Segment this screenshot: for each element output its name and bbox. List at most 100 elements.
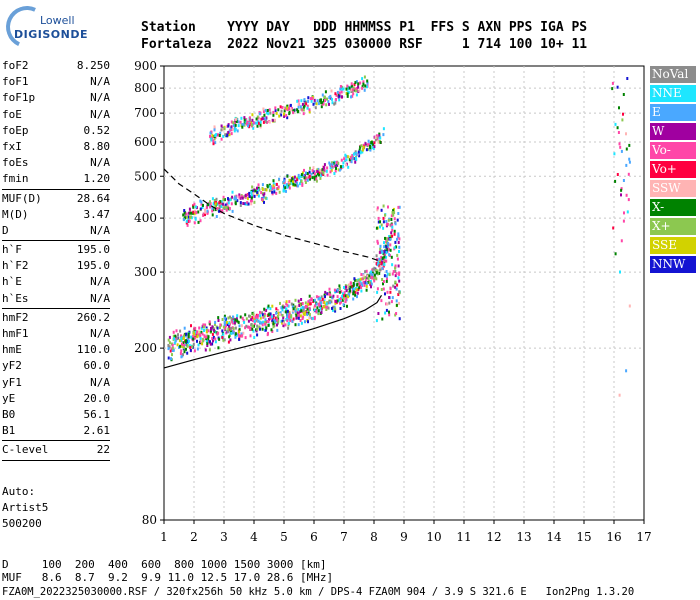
echo-point: [386, 302, 389, 306]
echo-point: [250, 196, 253, 200]
param-row: foEs N/A: [2, 155, 110, 171]
echo-point: [262, 320, 265, 324]
echo-point: [391, 228, 394, 232]
echo-point: [243, 118, 246, 122]
echo-point: [264, 188, 267, 192]
echo-point: [365, 288, 368, 292]
echo-point: [398, 237, 401, 241]
legend-item: Vo+: [650, 161, 696, 178]
echo-point: [186, 351, 189, 355]
echo-point: [358, 154, 361, 158]
echo-point: [385, 274, 388, 278]
echo-point: [319, 299, 322, 303]
echo-point: [312, 166, 315, 170]
echo-point: [364, 279, 367, 283]
echo-point: [373, 279, 376, 283]
legend-item: W: [650, 123, 696, 140]
echo-point: [361, 150, 364, 154]
echo-point: [171, 343, 174, 347]
echo-point: [212, 339, 214, 343]
echo-point: [230, 125, 233, 129]
param-value: 260.2: [76, 310, 110, 324]
echo-point: [375, 262, 378, 266]
echo-point: [314, 106, 317, 110]
echo-point: [382, 133, 385, 137]
echo-point: [248, 325, 251, 329]
echo-point: [317, 312, 320, 316]
echo-point: [261, 327, 264, 331]
echo-point: [181, 344, 184, 348]
echo-point: [218, 201, 221, 205]
echo-point: [241, 196, 244, 200]
echo-point: [614, 122, 617, 126]
echo-point: [185, 221, 188, 225]
echo-point: [171, 353, 173, 357]
echo-point: [197, 220, 200, 224]
echo-point: [379, 220, 381, 224]
x-tick-label: 8: [370, 530, 378, 544]
echo-point: [222, 325, 225, 329]
echo-point: [206, 344, 209, 347]
param-row: yE 20.0: [2, 391, 110, 407]
echo-point: [224, 203, 227, 207]
echo-point: [343, 291, 346, 295]
echo-point: [262, 315, 265, 319]
echo-point: [200, 202, 203, 206]
echo-point: [308, 174, 311, 178]
echo-point: [307, 311, 310, 315]
echo-point: [375, 134, 378, 138]
echo-point: [303, 100, 306, 104]
echo-point: [251, 118, 254, 122]
echo-point: [360, 286, 363, 289]
echo-point: [363, 281, 366, 284]
echo-point: [297, 102, 300, 106]
echo-point: [340, 296, 342, 300]
echo-point: [356, 279, 358, 282]
echo-point: [284, 107, 287, 111]
x-tick-label: 13: [516, 530, 531, 544]
echo-point: [234, 332, 237, 336]
echo-point: [218, 204, 221, 208]
param-value: 28.64: [76, 191, 110, 205]
echo-point: [300, 179, 303, 183]
echo-point: [266, 306, 269, 310]
echo-point: [358, 148, 361, 152]
echo-point: [266, 109, 269, 112]
echo-point: [389, 234, 392, 238]
echo-point: [205, 330, 208, 334]
digisonde-logo: Lowell DIGISONDE: [0, 0, 87, 54]
echo-point: [253, 322, 256, 326]
echo-point: [294, 309, 297, 313]
echo-point: [258, 112, 261, 116]
param-value: N/A: [90, 156, 110, 170]
param-row: B1 2.61: [2, 423, 110, 439]
echo-point: [371, 268, 374, 272]
echo-point: [332, 161, 335, 165]
echo-point: [376, 241, 379, 245]
echo-point: [271, 118, 274, 122]
echo-point: [211, 206, 214, 210]
echo-point: [169, 349, 172, 353]
echo-point: [278, 190, 281, 194]
echo-point: [611, 87, 614, 91]
echo-point: [253, 319, 256, 323]
echo-point: [239, 201, 242, 205]
x-tick-label: 17: [636, 530, 651, 544]
echo-point: [350, 95, 352, 99]
echo-point: [226, 206, 229, 209]
echo-point: [213, 137, 216, 141]
echo-point: [338, 98, 341, 102]
echo-point: [383, 250, 385, 254]
echo-point: [364, 275, 367, 279]
echo-point: [238, 193, 241, 197]
echo-point: [317, 295, 320, 299]
echo-point: [185, 332, 188, 336]
echo-point: [259, 320, 262, 324]
param-name: D: [2, 223, 9, 237]
echo-point: [295, 305, 298, 309]
echo-point: [334, 92, 337, 96]
echo-point: [193, 202, 196, 206]
echo-point: [202, 212, 205, 216]
echo-point: [209, 205, 212, 209]
echo-point: [395, 299, 398, 303]
